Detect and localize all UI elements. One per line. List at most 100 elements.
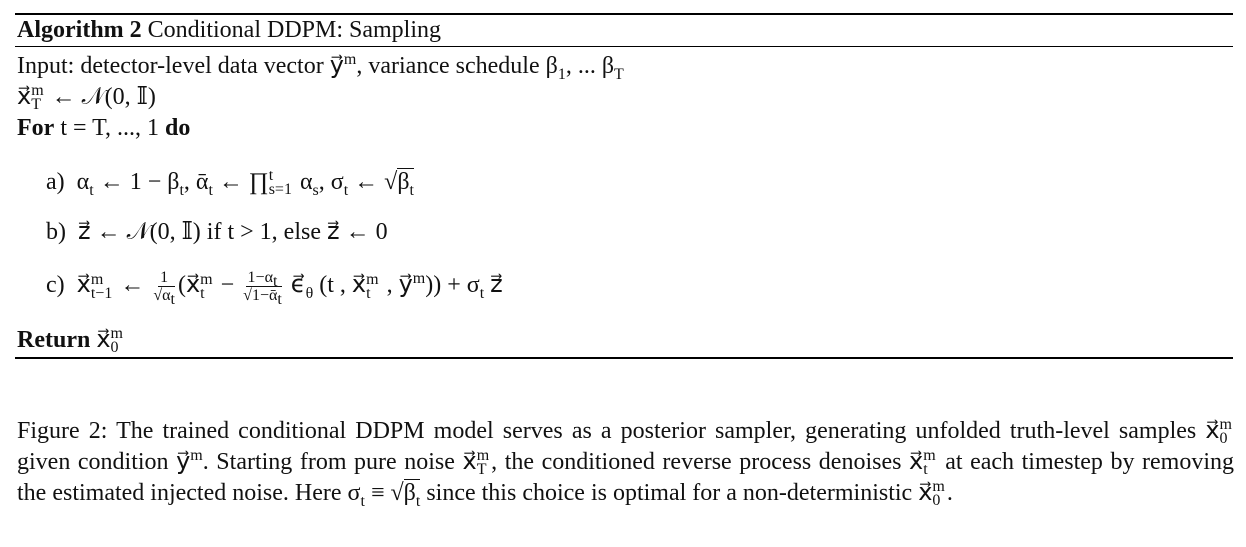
text-group: 1 √αt: [153, 269, 175, 308]
text-run: 0: [110, 339, 119, 357]
text-run: 1−α: [247, 269, 273, 286]
input-line: Input: detector-level data vector y⃗m, v…: [17, 51, 624, 83]
text-run: m: [476, 447, 490, 465]
text-run: , ᾱ: [183, 169, 209, 195]
text-run: z⃗: [484, 272, 503, 299]
text-run: z⃗ ← 𝒩(0, 𝕀) if t > 1, else z⃗ ← 0: [78, 219, 388, 245]
text-run: t = T, ..., 1: [54, 115, 165, 141]
algorithm-header: Algorithm 2 Conditional DDPM: Sampling: [17, 16, 441, 44]
text-run: t: [170, 291, 175, 309]
text-group: βt: [397, 168, 414, 198]
text-run: s: [312, 181, 319, 199]
text-run: Input: detector-level data vector: [17, 53, 330, 79]
text-run: c): [46, 272, 65, 299]
text-group: 1−αt √1−ᾱt: [243, 269, 282, 308]
text-run: 1−ᾱ: [251, 287, 278, 304]
text-run: s=1: [268, 181, 292, 199]
text-run: ← √: [348, 169, 398, 195]
caption: Figure 2: The trained conditional DDPM m…: [17, 416, 1234, 509]
header-rule: [15, 46, 1233, 47]
text-run: −: [214, 272, 241, 299]
text-run: b): [46, 219, 66, 245]
text-run: x⃗: [76, 272, 91, 299]
text-run: t: [479, 284, 485, 302]
text-run: Return: [17, 327, 91, 353]
text-run: θ: [305, 284, 314, 302]
text-run: at each timestep by removing the estimat…: [17, 449, 1235, 506]
text-run: .: [946, 480, 953, 506]
text-run: t: [360, 492, 365, 510]
text-run: m: [366, 270, 379, 288]
text-run: , ... β: [565, 53, 615, 79]
text-run: (t , x⃗: [313, 272, 367, 299]
text-run: x⃗: [17, 84, 32, 110]
text-group: m t−1: [91, 271, 112, 301]
text-run: ϵ⃗: [284, 272, 306, 299]
text-run: (x⃗: [177, 272, 201, 299]
text-run: √: [243, 287, 252, 304]
text-run: x⃗: [90, 327, 111, 353]
text-run: m: [923, 447, 936, 465]
text-run: β: [397, 169, 410, 195]
text-run: 1: [557, 65, 566, 83]
text-run: Conditional DDPM: Sampling: [147, 17, 442, 43]
text-run: do: [164, 115, 191, 141]
text-group: √1−ᾱt: [243, 286, 282, 308]
text-run: 1: [158, 269, 171, 287]
text-run: 0: [932, 492, 941, 510]
text-group: 1−αt: [245, 269, 280, 291]
text-run: t: [200, 284, 205, 302]
text-group: √αt: [153, 286, 175, 308]
text-run: Algorithm 2: [17, 17, 142, 43]
text-group: αt: [162, 286, 175, 308]
text-run: t: [343, 181, 349, 199]
text-run: α: [293, 169, 313, 195]
step-c: c) x⃗ m t−1 ← 1 √αt (x⃗ m t − 1−αt √1−ᾱt ϵ⃗θ (t…: [46, 269, 503, 308]
loop-line: For t = T, ..., 1 do: [17, 114, 190, 142]
text-run: , y⃗: [380, 272, 413, 299]
text-group: t s=1: [268, 167, 292, 199]
text-run: ←: [114, 272, 151, 299]
text-run: t: [179, 181, 184, 199]
text-run: , variance schedule β: [356, 53, 558, 79]
text-run: t: [923, 461, 928, 479]
text-run: m: [31, 82, 44, 100]
text-run: t: [268, 167, 274, 185]
text-run: m: [1219, 416, 1232, 434]
bottom-rule: [15, 357, 1233, 359]
text-run: y⃗: [329, 53, 344, 79]
top-rule: [15, 13, 1233, 15]
text-run: For: [17, 115, 55, 141]
text-run: given condition y⃗: [17, 449, 191, 475]
text-run: m: [190, 447, 203, 464]
text-group: 1−ᾱt: [251, 286, 282, 308]
text-run: . Starting from pure noise x⃗: [202, 449, 477, 475]
text-run: t: [272, 273, 278, 291]
step-b: b) z⃗ ← 𝒩(0, 𝕀) if t > 1, else z⃗ ← 0: [46, 218, 388, 246]
text-run: m: [412, 270, 426, 288]
text-run: t: [366, 284, 371, 302]
text-run: ← 𝒩(0, 𝕀): [45, 84, 156, 110]
text-run: t: [277, 291, 282, 309]
text-run: m: [343, 51, 357, 68]
text-run: T: [614, 65, 624, 83]
text-run: )) + σ: [425, 272, 480, 299]
text-run: m: [110, 325, 123, 343]
text-run: α: [162, 287, 171, 304]
text-group: βt: [403, 479, 421, 509]
text-run: t: [409, 181, 414, 199]
text-run: β: [403, 480, 416, 506]
text-run: t: [415, 492, 421, 510]
return-line: Return x⃗ m 0: [17, 325, 125, 357]
text-run: √: [153, 287, 163, 304]
text-run: ← ∏: [212, 169, 269, 195]
text-run: α: [76, 169, 90, 195]
text-run: 0: [1219, 430, 1228, 448]
